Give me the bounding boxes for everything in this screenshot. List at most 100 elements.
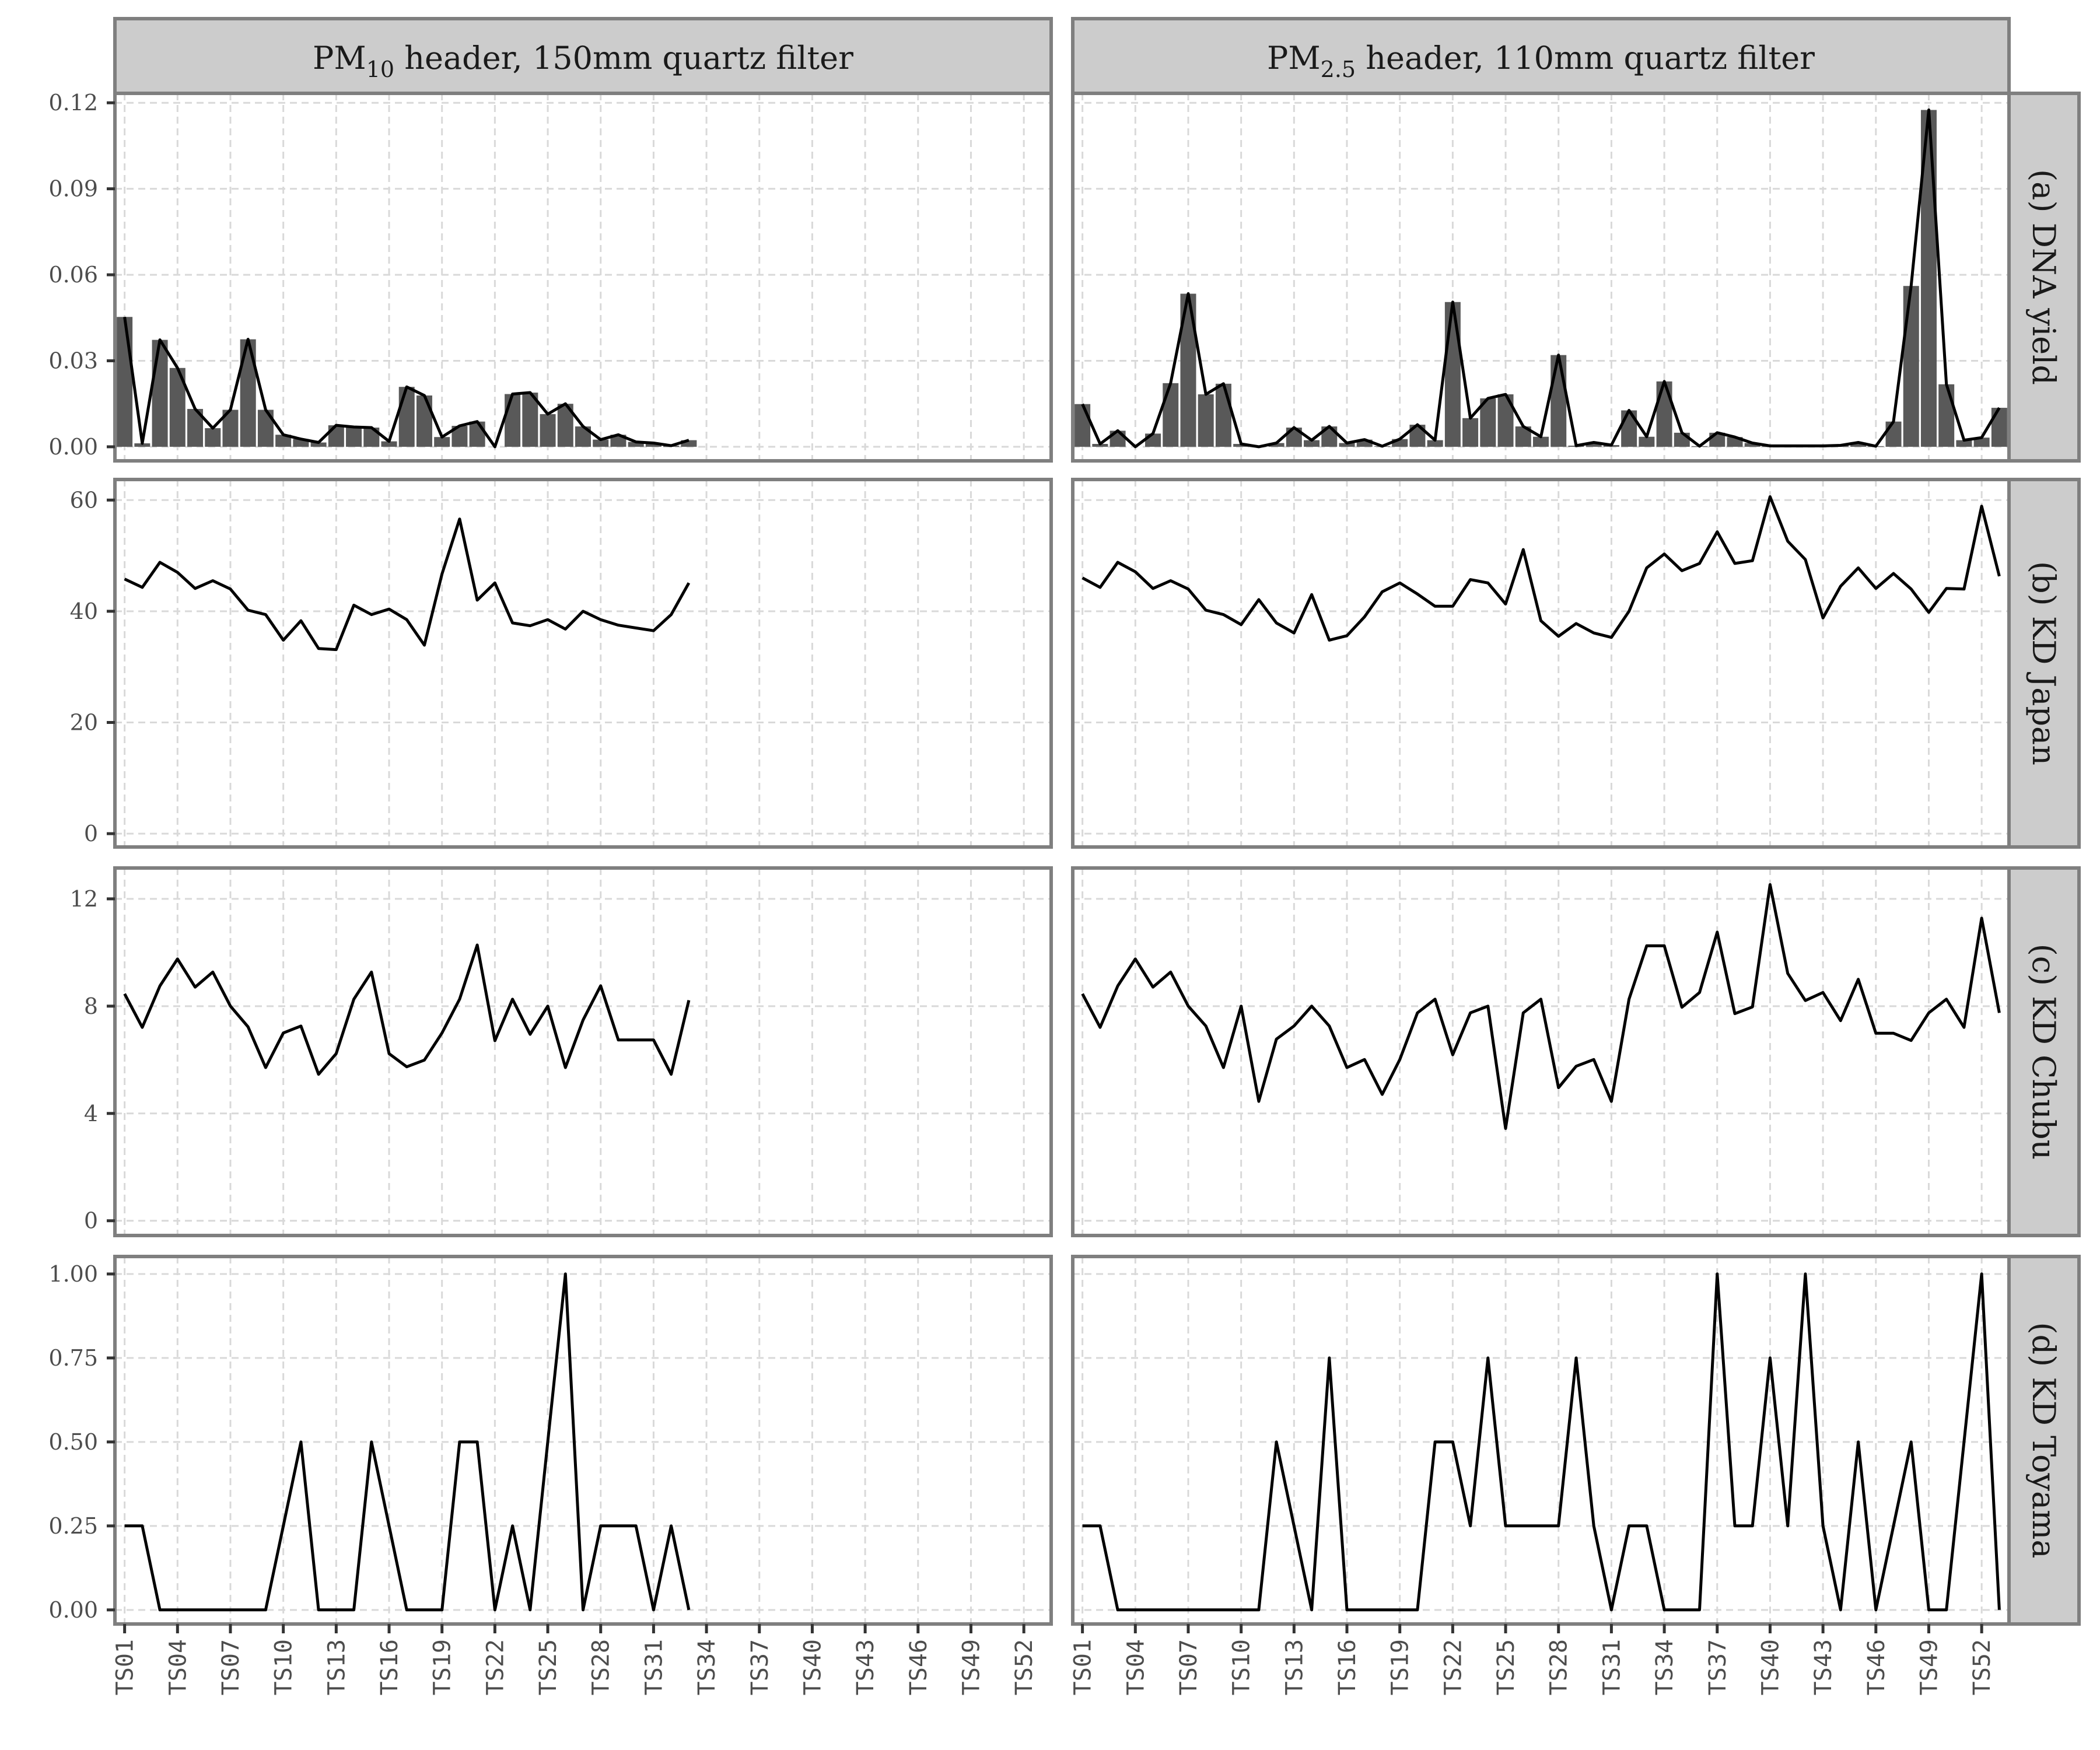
x-tick-label: TS40	[799, 1639, 826, 1695]
x-tick-label: TS01	[1070, 1639, 1097, 1695]
row-strip-label: (d) KD Toyama	[2025, 1322, 2062, 1558]
series-line-pm10-kd_toyama	[124, 1272, 691, 1612]
x-tick-label: TS34	[1651, 1639, 1678, 1695]
x-tick-label: TS16	[376, 1639, 403, 1695]
row-strip-label: (a) DNA yield	[2025, 169, 2062, 385]
x-tick-label: TS43	[1810, 1639, 1837, 1695]
panel-border	[1071, 92, 2011, 463]
bar-TS18	[416, 395, 432, 447]
strip-label-rest: header, 110mm quartz filter	[1356, 40, 1815, 76]
x-tick-label: TS07	[1175, 1639, 1202, 1695]
panel-pm25-kd_japan	[1071, 478, 2011, 849]
panel-border	[113, 866, 1053, 1237]
strip-label-main: PM	[1267, 40, 1321, 76]
y-tick-label: 20	[70, 710, 98, 736]
x-tick-label: TS10	[1228, 1639, 1255, 1695]
x-tick-label: TS19	[429, 1639, 456, 1695]
x-tick-label: TS40	[1757, 1639, 1784, 1695]
bar-TS32	[1621, 410, 1637, 447]
panel-border	[113, 478, 1053, 849]
panel-pm10-kd_chubu: 0 4 8 12	[70, 866, 1053, 1237]
bar-TS33	[681, 440, 697, 447]
panel-background	[115, 868, 1051, 1236]
bar-TS12	[310, 442, 327, 447]
strip-label-subscript: 2.5	[1321, 57, 1356, 82]
x-tick-label: TS43	[852, 1639, 879, 1695]
series-line-pm25-kd_toyama	[1082, 1272, 2001, 1612]
y-tick-label: 40	[70, 598, 98, 624]
bar-TS06	[1163, 383, 1179, 447]
panel-pm10-dna_yield: 0.00 0.03 0.06 0.09 0.12	[48, 90, 1053, 463]
x-tick-label: TS25	[535, 1639, 562, 1695]
bar-TS51	[1956, 440, 1972, 447]
bar-TS24	[522, 393, 538, 447]
bar-TS16	[381, 441, 397, 447]
series-line-pm25-kd_japan	[1082, 495, 2001, 642]
y-tick-label: 0.75	[48, 1345, 98, 1371]
bar-TS05	[1145, 433, 1161, 447]
x-tick-label: TS04	[164, 1639, 191, 1695]
panel-border	[1071, 866, 2011, 1237]
y-tick-label: 8	[84, 993, 98, 1019]
row-strip-kd_toyama	[2007, 1255, 2081, 1626]
y-tick-label: 0.25	[48, 1513, 98, 1539]
y-tick-label: 4	[84, 1101, 98, 1126]
y-tick-label: 0.12	[48, 90, 98, 116]
bar-TS28	[1550, 355, 1567, 447]
bar-TS21	[1427, 440, 1443, 447]
bar-TS01	[1074, 404, 1091, 447]
x-tick-label: TS52	[1011, 1639, 1038, 1695]
series-line-pm10-kd_chubu	[123, 943, 691, 1076]
strip-label-rest: header, 150mm quartz filter	[394, 40, 853, 76]
row-strip-label: (c) KD Chubu	[2025, 944, 2062, 1160]
x-tick-label: TS16	[1334, 1639, 1361, 1695]
panel-background	[115, 480, 1051, 847]
series-line-pm25-dna_yield	[1081, 108, 2001, 449]
y-tick-label: 0.06	[48, 262, 98, 288]
x-tick-label: TS01	[112, 1639, 139, 1695]
panel-border	[1071, 478, 2011, 849]
bar-TS10	[275, 435, 292, 447]
bar-TS52	[1973, 438, 1990, 447]
bar-TS31	[645, 443, 662, 447]
y-tick-label: 0.50	[48, 1429, 98, 1455]
x-tick-label: TS25	[1493, 1639, 1520, 1695]
bar-TS19	[434, 437, 450, 447]
column-strip-label: PM2.5 header, 110mm quartz filter	[1267, 40, 1815, 82]
x-tick-label: TS31	[1598, 1639, 1625, 1695]
x-tick-label: TS13	[1281, 1639, 1308, 1695]
y-tick-label: 0.00	[48, 1597, 98, 1623]
bar-TS45	[1850, 442, 1867, 447]
x-tick-label: TS52	[1969, 1639, 1996, 1695]
strip-label-main: PM	[313, 40, 366, 76]
y-tick-label: 12	[70, 886, 98, 912]
bar-TS28	[593, 439, 609, 447]
bar-TS14	[1304, 440, 1320, 447]
x-tick-label: TS10	[271, 1639, 298, 1695]
x-tick-label: TS28	[588, 1639, 615, 1695]
bar-TS12	[1268, 443, 1284, 447]
panel-pm10-kd_toyama: 0.00 0.25 0.50 0.75 1.00 TS01 TS04 TS07 TS10 TS13…	[48, 1255, 1053, 1695]
row-strip-kd_japan	[2007, 478, 2081, 849]
row-strip-label: (b) KD Japan	[2025, 561, 2062, 765]
x-tick-label: TS49	[958, 1639, 985, 1695]
column-strip-pm25	[1071, 17, 2011, 95]
bar-TS16	[1339, 443, 1355, 447]
bar-TS50	[1938, 384, 1955, 447]
x-tick-label: TS37	[747, 1639, 774, 1695]
bar-TS34	[1656, 381, 1672, 447]
x-tick-label: TS37	[1704, 1639, 1731, 1695]
bar-TS13	[328, 425, 344, 447]
bar-TS30	[1586, 442, 1602, 447]
y-tick-label: 0.03	[48, 348, 98, 373]
bar-TS09	[1215, 383, 1231, 447]
panel-pm25-kd_toyama: TS01 TS04 TS07 TS10 TS13 TS16 TS19 TS22 TS25 TS28…	[1070, 1255, 2011, 1695]
x-tick-label: TS19	[1387, 1639, 1414, 1695]
y-tick-label: 0	[84, 1208, 98, 1234]
y-tick-label: 0.09	[48, 176, 98, 202]
row-strip-dna_yield	[2007, 92, 2081, 463]
bar-TS08	[1198, 394, 1214, 447]
x-tick-label: TS49	[1916, 1639, 1943, 1695]
panel-pm10-kd_japan: 0 20 40 60	[70, 478, 1053, 849]
